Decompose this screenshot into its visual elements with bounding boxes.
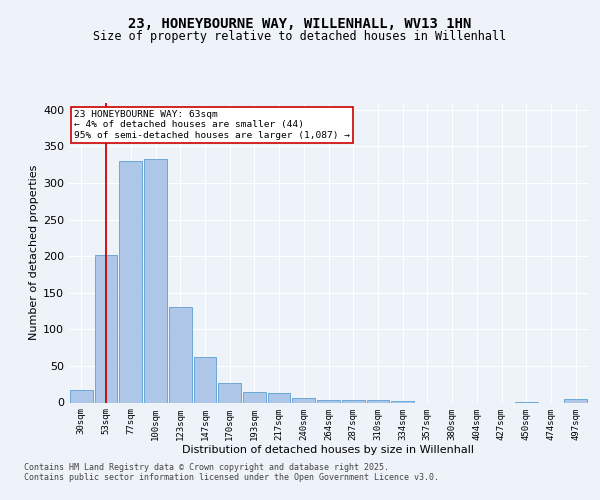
Text: Size of property relative to detached houses in Willenhall: Size of property relative to detached ho… (94, 30, 506, 43)
Bar (218, 384, 241, 402)
Bar (119, 161, 142, 402)
Text: Contains HM Land Registry data © Crown copyright and database right 2025.: Contains HM Land Registry data © Crown c… (24, 462, 389, 471)
Bar (367, 400, 389, 402)
Bar (391, 401, 414, 402)
Bar (169, 306, 191, 402)
X-axis label: Distribution of detached houses by size in Willenhall: Distribution of detached houses by size … (182, 445, 475, 455)
Bar (194, 357, 216, 403)
Bar (243, 392, 266, 402)
Text: Contains public sector information licensed under the Open Government Licence v3: Contains public sector information licen… (24, 472, 439, 482)
Bar (95, 256, 118, 402)
Y-axis label: Number of detached properties: Number of detached properties (29, 165, 39, 340)
Text: 23 HONEYBOURNE WAY: 63sqm
← 4% of detached houses are smaller (44)
95% of semi-d: 23 HONEYBOURNE WAY: 63sqm ← 4% of detach… (74, 110, 350, 140)
Bar (292, 398, 315, 402)
Bar (317, 400, 340, 402)
Bar (144, 159, 167, 402)
Text: 23, HONEYBOURNE WAY, WILLENHALL, WV13 1HN: 23, HONEYBOURNE WAY, WILLENHALL, WV13 1H… (128, 18, 472, 32)
Bar (342, 400, 365, 402)
Bar (268, 393, 290, 402)
Bar (564, 399, 587, 402)
Bar (70, 390, 93, 402)
